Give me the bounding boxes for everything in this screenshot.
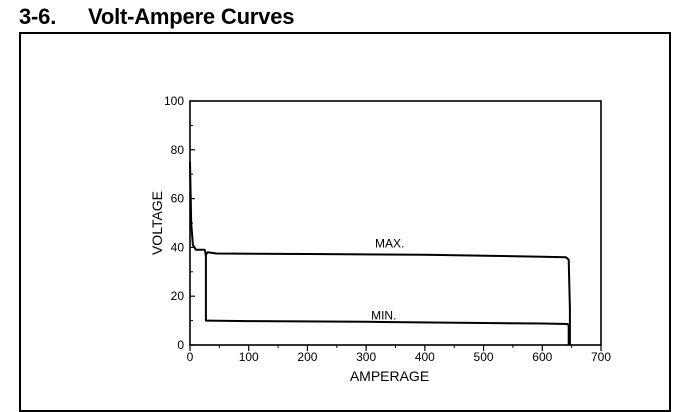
section-heading: 3-6. Volt-Ampere Curves xyxy=(19,4,294,30)
y-axis-title: VOLTAGE xyxy=(149,191,165,255)
series-label-min: MIN. xyxy=(371,308,396,322)
x-tick-label: 400 xyxy=(415,350,435,364)
x-axis-title: AMPERAGE xyxy=(350,368,429,384)
y-tick-label: 80 xyxy=(171,143,185,157)
y-tick-label: 40 xyxy=(171,240,185,254)
ticks-layer: 0 100 200 300 400 500 600 700 0 20 40 60 80 100 xyxy=(164,94,611,364)
x-tick-label: 500 xyxy=(474,350,494,364)
x-tick-label: 300 xyxy=(356,350,376,364)
section-number: 3-6. xyxy=(19,4,57,29)
section-title: Volt-Ampere Curves xyxy=(88,4,295,29)
y-tick-label: 20 xyxy=(171,289,185,303)
volt-ampere-chart: 0 100 200 300 400 500 600 700 0 20 40 60 80 100 AMPER… xyxy=(149,94,611,384)
series-label-max: MAX. xyxy=(375,236,404,250)
series-line-min xyxy=(204,253,570,345)
labels-layer: AMPERAGE VOLTAGE MAX. MIN. xyxy=(149,191,429,384)
y-tick-label: 100 xyxy=(164,94,184,108)
x-tick-label: 200 xyxy=(297,350,317,364)
series-line-max xyxy=(189,161,571,345)
series-layer xyxy=(189,161,571,345)
x-tick-label: 100 xyxy=(239,350,259,364)
x-tick-label: 700 xyxy=(591,350,611,364)
x-tick-label: 0 xyxy=(187,350,194,364)
y-tick-label: 0 xyxy=(177,338,184,352)
x-tick-label: 600 xyxy=(532,350,552,364)
y-tick-label: 60 xyxy=(171,192,185,206)
